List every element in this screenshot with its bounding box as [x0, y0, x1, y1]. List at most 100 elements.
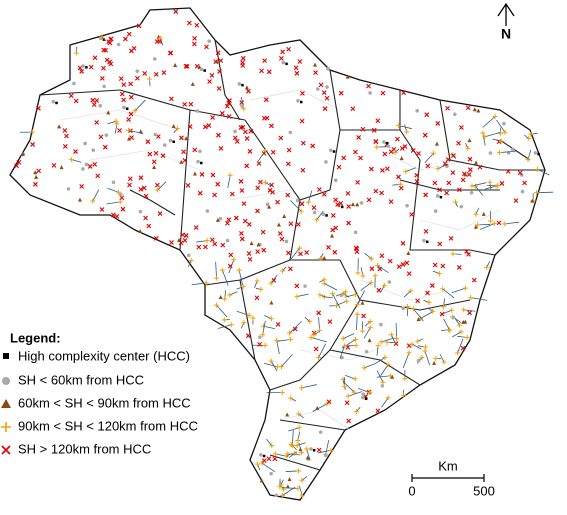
marker-far	[292, 326, 298, 332]
marker-near	[177, 237, 182, 242]
marker-far	[277, 231, 283, 236]
marker-mid	[157, 35, 163, 41]
legend-title: Legend:	[10, 330, 61, 345]
marker-far	[154, 182, 160, 188]
marker-far	[218, 145, 224, 151]
marker-far	[355, 180, 361, 185]
marker-near	[472, 107, 477, 112]
marker-far	[138, 186, 144, 192]
marker-close	[91, 148, 96, 152]
link-line	[308, 190, 313, 203]
marker-far	[376, 287, 382, 293]
link-line	[482, 116, 496, 128]
marker-far	[182, 237, 188, 243]
marker-close	[205, 209, 210, 213]
marker-close	[199, 67, 204, 72]
marker-far	[350, 106, 356, 112]
link-line	[380, 285, 385, 293]
marker-mid	[408, 288, 414, 294]
marker-far	[280, 49, 286, 55]
marker-mid	[317, 327, 323, 333]
marker-mid	[457, 322, 463, 328]
marker-far	[227, 263, 233, 269]
marker-close	[98, 103, 103, 108]
marker-far	[275, 199, 280, 205]
link-line	[536, 191, 554, 194]
link-line	[537, 169, 550, 176]
marker-mid	[146, 76, 152, 82]
marker-mid	[258, 286, 264, 292]
marker-mid	[318, 255, 324, 261]
marker-far	[79, 184, 85, 189]
legend-marker-sh-over	[1, 445, 11, 455]
marker-far	[51, 162, 57, 168]
link-line	[390, 334, 395, 343]
marker-close	[329, 148, 333, 153]
marker-mid	[254, 461, 260, 467]
marker-mid	[388, 332, 394, 338]
marker-mid	[359, 328, 365, 334]
marker-close	[195, 109, 200, 113]
marker-far	[262, 58, 268, 63]
marker-mid	[480, 130, 486, 136]
marker-far	[399, 145, 405, 151]
marker-mid	[372, 273, 378, 279]
marker-mid	[259, 460, 265, 466]
marker-far	[400, 262, 406, 267]
marker-far	[437, 241, 443, 247]
marker-far	[269, 123, 274, 129]
marker-mid	[495, 183, 501, 189]
marker-mid	[344, 298, 350, 304]
marker-close	[361, 392, 366, 396]
marker-far	[238, 231, 244, 236]
marker-mid	[422, 348, 428, 354]
municipal-lines	[59, 89, 501, 431]
marker-near	[399, 156, 404, 161]
link-line	[377, 265, 389, 274]
marker-near	[315, 405, 320, 410]
marker-close	[364, 349, 369, 354]
marker-mid	[492, 114, 498, 120]
marker-mid	[268, 280, 274, 286]
marker-far	[248, 128, 254, 134]
marker-far	[196, 244, 202, 250]
marker-near	[530, 198, 535, 203]
marker-mid	[375, 343, 381, 349]
link-line	[288, 427, 300, 432]
marker-close	[368, 91, 372, 95]
marker-mid	[295, 438, 301, 444]
marker-far	[183, 233, 189, 238]
link-line	[236, 310, 250, 316]
marker-far	[477, 164, 483, 170]
marker-mid	[296, 468, 302, 474]
north-label: N	[501, 26, 511, 42]
link-line	[452, 331, 462, 338]
marker-far	[435, 121, 441, 126]
link-line	[318, 343, 326, 358]
marker-far	[393, 341, 399, 346]
marker-near	[173, 62, 178, 67]
marker-mid	[404, 129, 410, 135]
marker-mid	[250, 315, 256, 321]
marker-far	[199, 172, 205, 177]
marker-mid	[525, 157, 531, 163]
legend-marker-sh90	[1, 399, 11, 408]
marker-far	[496, 220, 502, 226]
legend-item: SH > 120km from HCC	[18, 441, 151, 456]
marker-mid	[461, 307, 467, 313]
marker-mid	[404, 303, 410, 309]
marker-far	[123, 36, 128, 42]
marker-near	[184, 136, 189, 141]
marker-close	[168, 138, 173, 143]
legend: Legend: High complexity center (HCC) SH …	[1, 330, 198, 456]
marker-mid	[279, 268, 285, 274]
marker-far	[299, 118, 305, 124]
marker-mid	[449, 307, 455, 313]
marker-mid	[227, 292, 233, 298]
marker-mid	[203, 280, 209, 286]
link-line	[363, 327, 371, 339]
marker-close	[233, 129, 237, 134]
marker-far	[216, 86, 222, 91]
link-line	[312, 403, 328, 412]
marker-far	[244, 136, 250, 141]
